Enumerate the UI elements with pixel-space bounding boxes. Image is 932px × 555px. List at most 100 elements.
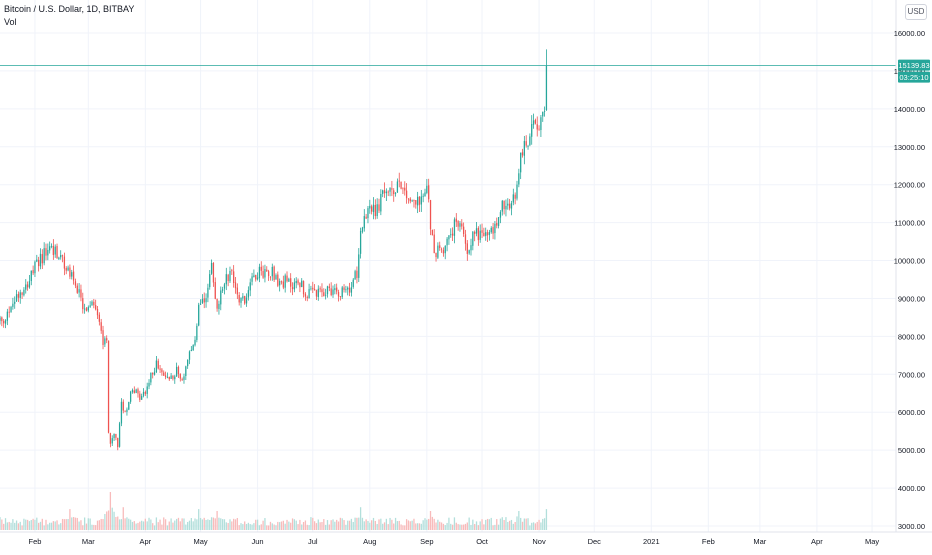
volume-bar xyxy=(472,519,474,530)
candle-body xyxy=(497,217,500,227)
candle-body xyxy=(380,193,382,212)
candle-body xyxy=(400,181,402,189)
volume-bar xyxy=(1,519,3,530)
volume-bar xyxy=(474,524,476,530)
x-tick-label: Apr xyxy=(811,537,823,546)
volume-bar xyxy=(358,517,360,530)
candle-body xyxy=(150,372,152,383)
candle-body xyxy=(372,204,375,212)
volume-bar xyxy=(411,520,413,530)
candle-body xyxy=(264,269,266,278)
candle-body xyxy=(104,338,106,345)
candle-body xyxy=(175,366,178,377)
candle-body xyxy=(475,228,478,234)
candle-body xyxy=(41,254,43,264)
candle-body xyxy=(492,227,494,234)
volume-bar xyxy=(129,519,132,530)
volume-bar xyxy=(152,523,154,530)
candle-body xyxy=(155,360,158,373)
candle-body xyxy=(451,233,454,236)
volume-bar xyxy=(523,518,525,530)
volume-bar xyxy=(120,519,123,530)
candle-body xyxy=(462,226,465,235)
volume-bar xyxy=(286,519,288,530)
candle-body xyxy=(45,248,47,256)
candle-body xyxy=(201,299,204,303)
candle-body xyxy=(507,203,509,206)
candle-body xyxy=(420,196,422,205)
volume-bar xyxy=(124,518,126,530)
symbol-title[interactable]: Bitcoin / U.S. Dollar, 1D, BITBAY xyxy=(4,4,135,14)
candle-body xyxy=(196,325,198,340)
candle-body xyxy=(148,382,150,387)
candle-body xyxy=(131,389,134,393)
volume-bar xyxy=(142,521,145,530)
volume-bar xyxy=(3,523,5,530)
volume-bar xyxy=(113,511,115,530)
candle-body xyxy=(137,389,139,394)
candle-body xyxy=(312,287,314,290)
volume-legend-label[interactable]: Vol xyxy=(4,17,17,27)
candle-body xyxy=(453,219,456,236)
volume-bar xyxy=(8,521,10,530)
candle-body xyxy=(429,200,432,230)
volume-bar xyxy=(72,517,75,530)
candle-body xyxy=(236,287,238,295)
volume-bar xyxy=(459,524,461,530)
candle-body xyxy=(488,232,491,235)
currency-button[interactable]: USD xyxy=(905,4,927,20)
volume-bar xyxy=(383,522,386,530)
volume-bar xyxy=(170,518,172,530)
candle-body xyxy=(383,190,386,194)
volume-bar xyxy=(155,517,158,530)
candle-body xyxy=(499,212,502,218)
candle-body xyxy=(106,338,108,341)
volume-bar xyxy=(437,519,439,530)
volume-bar xyxy=(76,517,78,530)
x-tick-label: Jul xyxy=(308,537,318,546)
candle-body xyxy=(198,304,200,326)
price-badge-layer: 15139.83 03:25:10 xyxy=(898,59,930,83)
volume-bar xyxy=(499,518,502,530)
volume-bar xyxy=(538,519,540,530)
candle-body xyxy=(238,295,240,303)
candle-body xyxy=(36,259,38,262)
volume-bar xyxy=(393,523,395,530)
volume-bar xyxy=(341,518,343,530)
candle-body xyxy=(117,437,119,448)
volume-bar xyxy=(532,522,535,530)
volume-bar xyxy=(181,518,183,530)
candle-body xyxy=(422,195,424,197)
volume-bar xyxy=(245,523,248,530)
volume-bar xyxy=(483,524,485,530)
volume-bar xyxy=(343,520,345,530)
candle-body xyxy=(520,152,522,173)
candle-body xyxy=(525,141,527,146)
volume-bar xyxy=(468,517,470,530)
volume-bar xyxy=(45,519,47,530)
volume-bar xyxy=(102,518,104,530)
candle-body xyxy=(542,111,544,117)
volume-bar xyxy=(225,522,227,530)
volume-bar xyxy=(374,520,376,530)
candle-body xyxy=(56,246,58,259)
candle-body xyxy=(91,301,93,306)
volume-bar xyxy=(166,525,169,530)
volume-bar xyxy=(312,517,314,530)
candle-body xyxy=(50,245,53,247)
candle-body xyxy=(12,303,14,307)
volume-bar xyxy=(497,524,500,530)
volume-bar xyxy=(540,522,542,530)
candle-body xyxy=(0,317,1,321)
volume-bar xyxy=(512,523,514,530)
candle-body xyxy=(308,289,310,299)
candle-body xyxy=(15,294,18,302)
candle-body xyxy=(378,204,380,211)
volume-bar xyxy=(212,517,215,530)
volume-bar xyxy=(415,523,417,530)
candle-body xyxy=(111,438,113,444)
volume-bar xyxy=(525,518,527,530)
y-tick-label: 9000.00 xyxy=(898,294,925,303)
